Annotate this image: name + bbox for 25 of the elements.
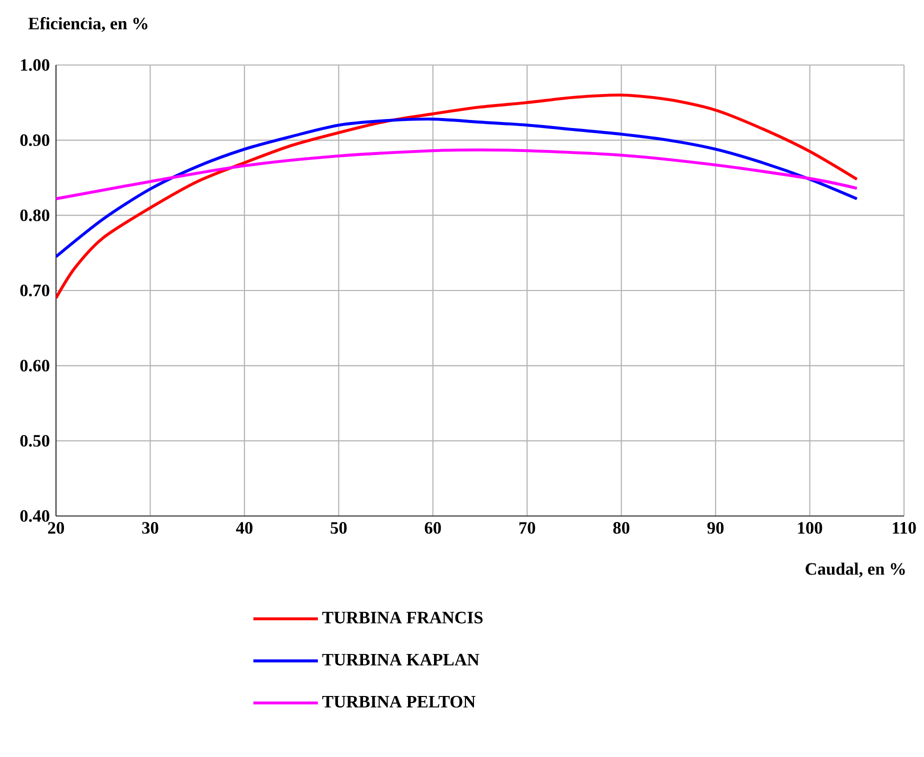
line-series bbox=[56, 94, 858, 300]
x-tick-label: 70 bbox=[519, 522, 536, 534]
y-tick-label: 0.80 bbox=[20, 209, 50, 222]
x-tick-label: 40 bbox=[236, 522, 252, 534]
y-tick-label: 0.40 bbox=[20, 510, 50, 522]
x-tick-label: 110 bbox=[892, 522, 916, 534]
x-axis-title: Caudal, en % bbox=[806, 562, 905, 578]
x-tick-label: 100 bbox=[798, 522, 822, 534]
y-tick-label: 1.00 bbox=[21, 59, 50, 71]
y-tick-label: 0.90 bbox=[20, 134, 50, 146]
legend-label: TURBINA KAPLAN bbox=[322, 654, 480, 666]
y-tick-label: 0.50 bbox=[20, 434, 50, 447]
y-axis-title: Eficiencia, en % bbox=[28, 17, 148, 32]
x-tick-label: 60 bbox=[424, 522, 441, 534]
y-tick-label: 0.60 bbox=[20, 360, 50, 372]
x-tick-label: 20 bbox=[48, 522, 64, 534]
x-tick-label: 30 bbox=[142, 522, 158, 534]
legend-label: TURBINA PELTON bbox=[322, 696, 476, 708]
legend-label: TURBINA FRANCIS bbox=[322, 612, 483, 624]
x-tick-label: 80 bbox=[613, 522, 630, 534]
y-tick-label: 0.70 bbox=[20, 284, 50, 296]
line-series bbox=[56, 118, 858, 258]
x-tick-label: 90 bbox=[707, 522, 724, 534]
x-tick-label: 50 bbox=[330, 522, 347, 534]
line-series bbox=[56, 148, 858, 200]
